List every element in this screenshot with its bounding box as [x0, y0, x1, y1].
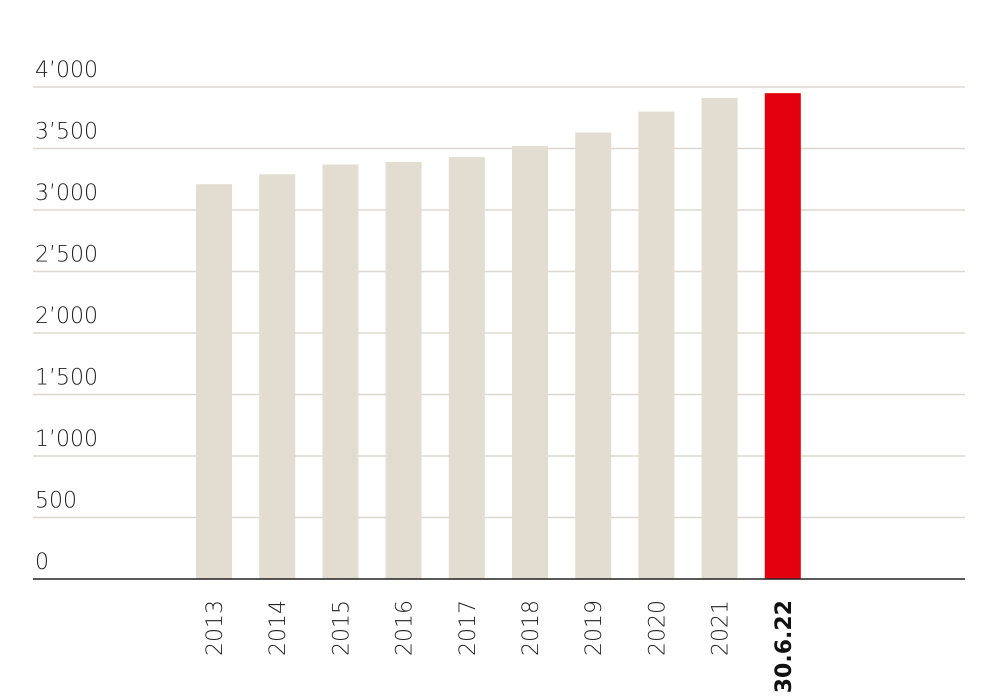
bar	[764, 93, 801, 580]
bar	[196, 184, 232, 580]
y-tick-label: 0	[35, 550, 49, 575]
x-tick-label: 2018	[519, 600, 544, 656]
y-tick-label: 500	[35, 489, 77, 514]
bar	[638, 111, 675, 579]
y-tick-label: 3’000	[35, 181, 98, 206]
y-tick-label: 2’000	[35, 304, 98, 329]
x-tick-label: 2019	[582, 600, 607, 656]
y-tick-label: 3’500	[35, 120, 98, 145]
x-tick-label: 2015	[329, 600, 354, 656]
y-tick-label: 1’000	[35, 427, 98, 452]
bar	[701, 98, 738, 579]
bar	[259, 174, 296, 579]
y-tick-label: 1’500	[35, 366, 98, 391]
x-tick-label: 2014	[266, 600, 291, 656]
x-tick-label: 2016	[393, 600, 418, 656]
x-tick-label: 2020	[645, 600, 670, 656]
bar	[448, 157, 485, 580]
x-tick-label: 2017	[456, 600, 481, 656]
y-tick-label: 4’000	[35, 58, 98, 83]
y-tick-label: 2’500	[35, 243, 98, 268]
x-tick-label: 2013	[203, 600, 228, 656]
bar	[322, 164, 359, 580]
bar	[512, 146, 548, 580]
bar	[385, 162, 422, 579]
x-tick-label: 30.6.22	[772, 600, 797, 693]
bar	[575, 132, 612, 579]
x-tick-label: 2021	[709, 600, 734, 656]
